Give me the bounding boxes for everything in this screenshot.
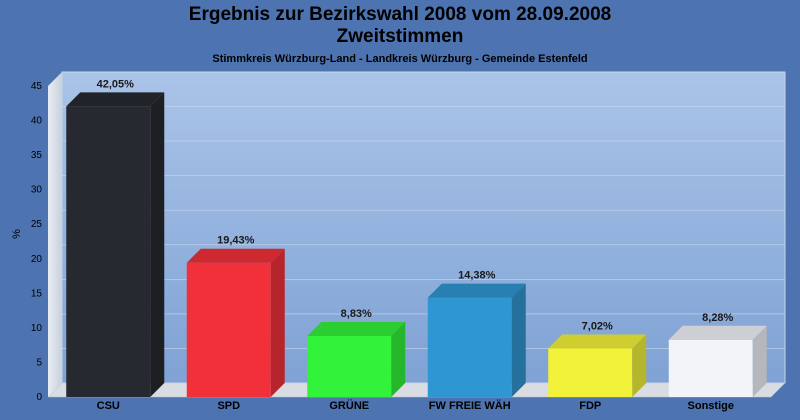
data-label: 19,43% <box>217 235 255 247</box>
y-tick-label: 15 <box>31 288 43 299</box>
x-tick-label: Sonstige <box>688 400 734 412</box>
y-tick-label: 45 <box>31 81 43 92</box>
bar-top <box>548 334 647 349</box>
x-tick-label: SPD <box>217 400 240 412</box>
bar-fw-freie-w-h <box>427 297 512 397</box>
bar-top <box>668 325 767 340</box>
bar-fdp <box>548 348 633 397</box>
y-tick-label: 40 <box>31 116 43 127</box>
bar-side <box>391 321 406 397</box>
bar-series <box>66 92 767 397</box>
chart-subtitle: Stimmkreis Würzburg-Land - Landkreis Wür… <box>212 53 588 65</box>
chart-title-line2: Zweitstimmen <box>336 26 464 47</box>
chart-title: Ergebnis zur Bezirkswahl 2008 vom 28.09.… <box>0 4 800 48</box>
x-tick-label: GRÜNE <box>329 399 369 412</box>
data-label: 42,05% <box>97 78 135 90</box>
bar-csu <box>66 106 151 397</box>
bar-spd <box>186 262 271 397</box>
y-tick-label: 0 <box>36 392 42 403</box>
y-tick-label: 5 <box>36 357 42 368</box>
bar-side <box>150 92 165 397</box>
y-tick-label: 20 <box>31 254 43 265</box>
y-tick-label: 30 <box>31 185 43 196</box>
data-label: 14,38% <box>458 270 496 282</box>
bar-gr-ne <box>307 335 392 397</box>
bar-top <box>66 92 165 107</box>
x-tick-label: FDP <box>579 400 601 412</box>
bar-top <box>186 248 285 263</box>
data-label: 8,28% <box>702 312 733 324</box>
bar-top <box>427 283 526 298</box>
x-tick-label: CSU <box>97 400 120 412</box>
bar-top <box>307 321 406 336</box>
bar-sonstige <box>668 339 753 397</box>
bar-side <box>270 248 285 397</box>
bar-side <box>632 334 647 397</box>
y-tick-label: 25 <box>31 219 43 230</box>
y-axis-label: % <box>11 229 23 239</box>
data-label: 8,83% <box>341 308 372 320</box>
chart-grid <box>62 71 785 384</box>
y-tick-label: 35 <box>31 150 43 161</box>
chart-labels: 0 5 10 15 20 25 30 35 40 45 42,05% CSU 19,43% SPD 8,83… <box>31 78 734 412</box>
x-tick-label: FW FREIE WÄH <box>429 399 511 412</box>
bar-side <box>752 325 767 397</box>
bar-side <box>511 283 526 397</box>
y-tick-label: 10 <box>31 323 43 334</box>
chart-title-line1: Ergebnis zur Bezirkswahl 2008 vom 28.09.… <box>188 4 612 25</box>
data-label: 7,02% <box>582 320 613 332</box>
